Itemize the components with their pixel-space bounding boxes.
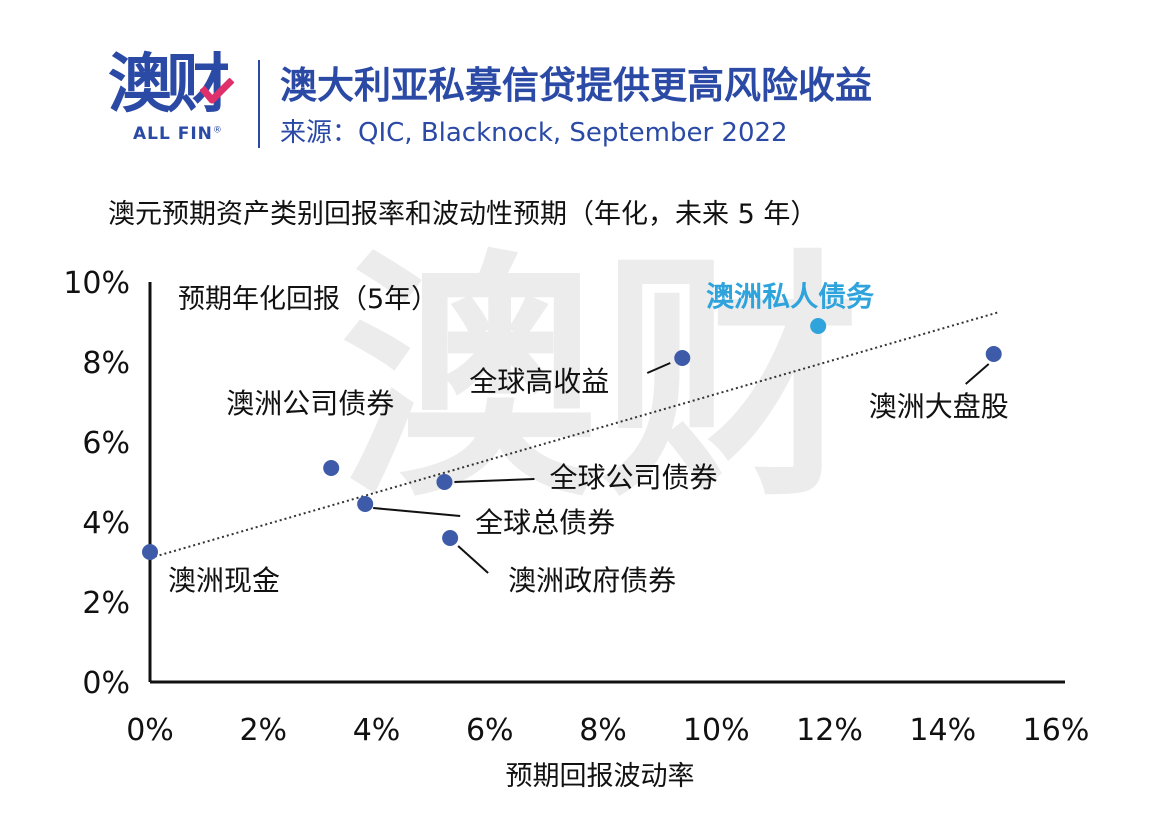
x-tick-label: 10% xyxy=(683,713,750,748)
data-point xyxy=(436,474,453,490)
watermark: 澳财 xyxy=(340,230,860,532)
y-tick-label: 10% xyxy=(63,266,130,301)
x-tick-label: 14% xyxy=(909,713,976,748)
logo-subtext: ALL FIN® xyxy=(133,124,223,144)
data-point xyxy=(357,496,374,512)
x-axis-label: 预期回报波动率 xyxy=(506,761,695,792)
leader-line xyxy=(454,478,535,483)
y-tick-label: 4% xyxy=(82,506,130,541)
data-point xyxy=(985,346,1002,362)
chart-title: 澳元预期资产类别回报率和波动性预期（年化，未来 5 年） xyxy=(108,199,818,230)
data-points xyxy=(142,318,1002,560)
y-tick-label: 2% xyxy=(82,586,130,621)
trendline-group xyxy=(149,311,1000,559)
header-divider xyxy=(258,60,260,148)
data-label: 全球高收益 xyxy=(469,365,609,398)
data-point xyxy=(142,544,158,560)
page-title: 澳大利亚私募信贷提供更高风险收益 xyxy=(280,64,872,107)
logo-checkmark-icon xyxy=(200,78,234,104)
x-tick-label: 4% xyxy=(353,713,401,748)
header: 澳财 ALL FIN® 澳大利亚私募信贷提供更高风险收益 来源：QIC, Bla… xyxy=(0,0,1165,170)
data-label: 澳洲现金 xyxy=(168,564,280,597)
y-tick-label: 6% xyxy=(82,426,130,461)
x-tick-label: 6% xyxy=(466,713,514,748)
data-label: 澳洲公司债券 xyxy=(226,387,394,420)
x-tick-label: 2% xyxy=(239,713,287,748)
data-point xyxy=(810,318,827,334)
watermark-text: 澳财 xyxy=(340,230,860,532)
x-tick-label: 8% xyxy=(579,713,627,748)
data-label: 全球公司债券 xyxy=(549,461,717,494)
axes: 0% 2% 4% 6% 8% 10% 12% 14% 16% 0% 2% 4% 6% 8% 10% xyxy=(63,266,1089,748)
x-tick-label: 16% xyxy=(1023,713,1090,748)
leader-lines xyxy=(373,362,990,574)
y-tick-label: 0% xyxy=(82,666,130,701)
leader-line xyxy=(965,363,990,385)
leader-line xyxy=(457,545,489,574)
data-label: 澳洲大盘股 xyxy=(869,390,1009,423)
data-point xyxy=(674,350,691,366)
y-tick-label: 8% xyxy=(82,346,130,381)
x-tick-label: 12% xyxy=(796,713,863,748)
source-note: 来源：QIC, Blacknock, September 2022 xyxy=(280,118,788,148)
data-label: 全球总债券 xyxy=(475,506,615,539)
data-point xyxy=(442,530,459,546)
logo-text: 澳财 xyxy=(108,48,230,122)
leader-line xyxy=(373,507,461,517)
data-label: 澳洲私人债务 xyxy=(706,280,874,313)
data-point xyxy=(323,460,340,476)
leader-line xyxy=(646,362,671,374)
data-label: 澳洲政府债券 xyxy=(508,564,676,597)
trendline xyxy=(149,311,1000,559)
x-tick-label: 0% xyxy=(126,713,174,748)
y-axis-label: 预期年化回报（5年） xyxy=(178,284,438,315)
